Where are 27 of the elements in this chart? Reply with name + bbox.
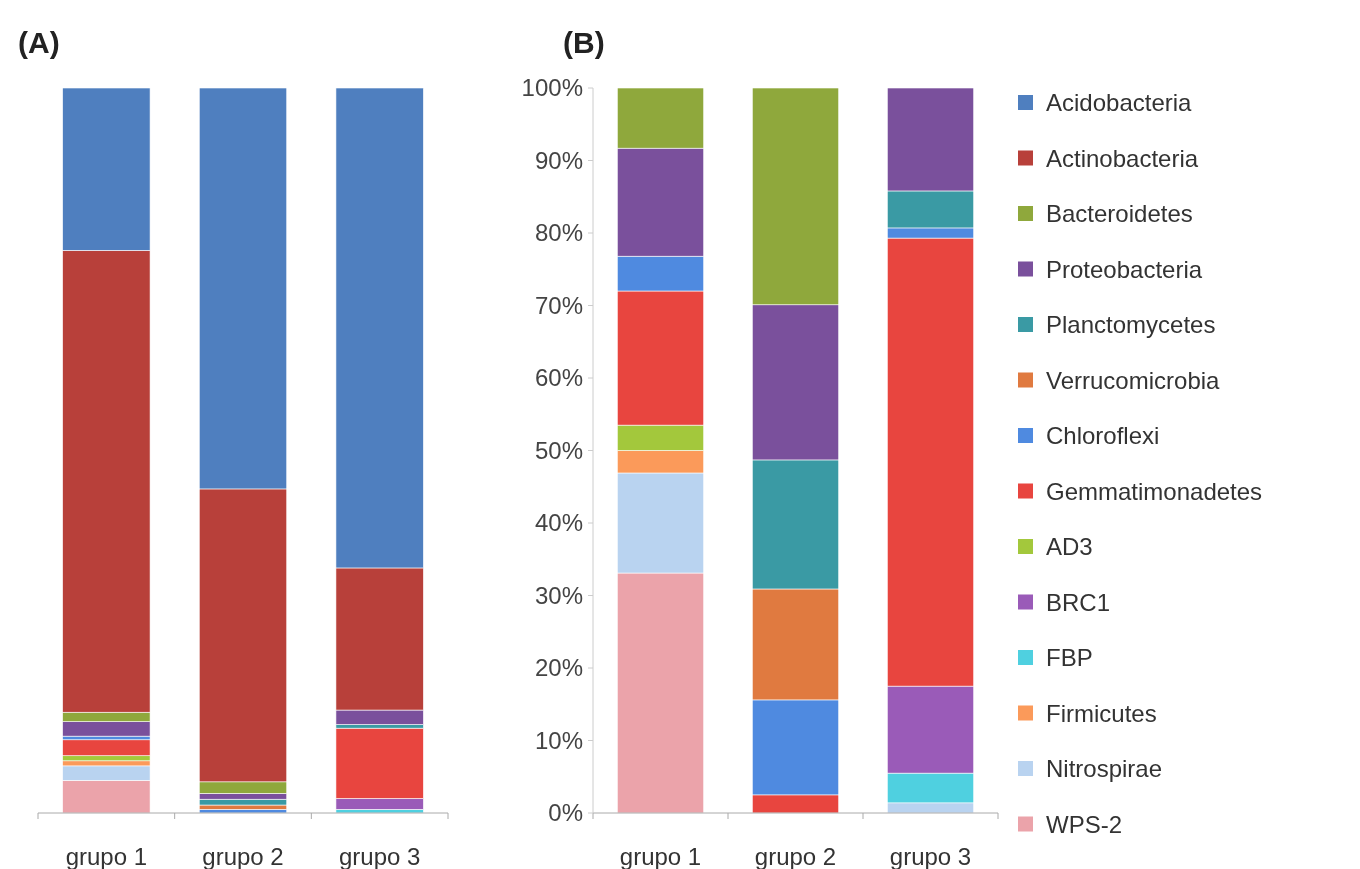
legend-label: BRC1 xyxy=(1046,588,1111,616)
legend-label: Firmicutes xyxy=(1046,699,1157,727)
chart-title: (A) xyxy=(18,26,60,59)
y-tick-label: 40% xyxy=(534,509,583,537)
legend-label: WPS-2 xyxy=(1046,810,1123,838)
legend-label: Proteobacteria xyxy=(1046,255,1203,283)
legend-label: Nitrospirae xyxy=(1046,755,1163,783)
y-tick-label: 90% xyxy=(534,146,583,174)
y-tick-label: 20% xyxy=(534,654,583,682)
y-tick-label: 100% xyxy=(521,74,583,102)
legend-label: Gemmatimonadetes xyxy=(1046,477,1263,505)
y-tick-label: 60% xyxy=(534,364,583,392)
legend-label: Bacteroidetes xyxy=(1046,200,1193,228)
legend-label: Planctomycetes xyxy=(1046,311,1216,339)
legend-label: Verrucomicrobia xyxy=(1046,366,1221,394)
y-tick-label: 0% xyxy=(548,799,583,827)
legend-label: Acidobacteria xyxy=(1046,89,1193,117)
y-tick-label: 30% xyxy=(534,581,583,609)
legend-label: AD3 xyxy=(1046,533,1093,561)
legend-label: Chloroflexi xyxy=(1046,422,1160,450)
legend-label: FBP xyxy=(1046,644,1093,672)
chart-title: (B) xyxy=(563,26,605,59)
legend-label: Actinobacteria xyxy=(1046,144,1199,172)
y-tick-label: 80% xyxy=(534,219,583,247)
y-tick-label: 70% xyxy=(534,291,583,319)
y-tick-label: 50% xyxy=(534,436,583,464)
y-tick-label: 10% xyxy=(534,726,583,754)
